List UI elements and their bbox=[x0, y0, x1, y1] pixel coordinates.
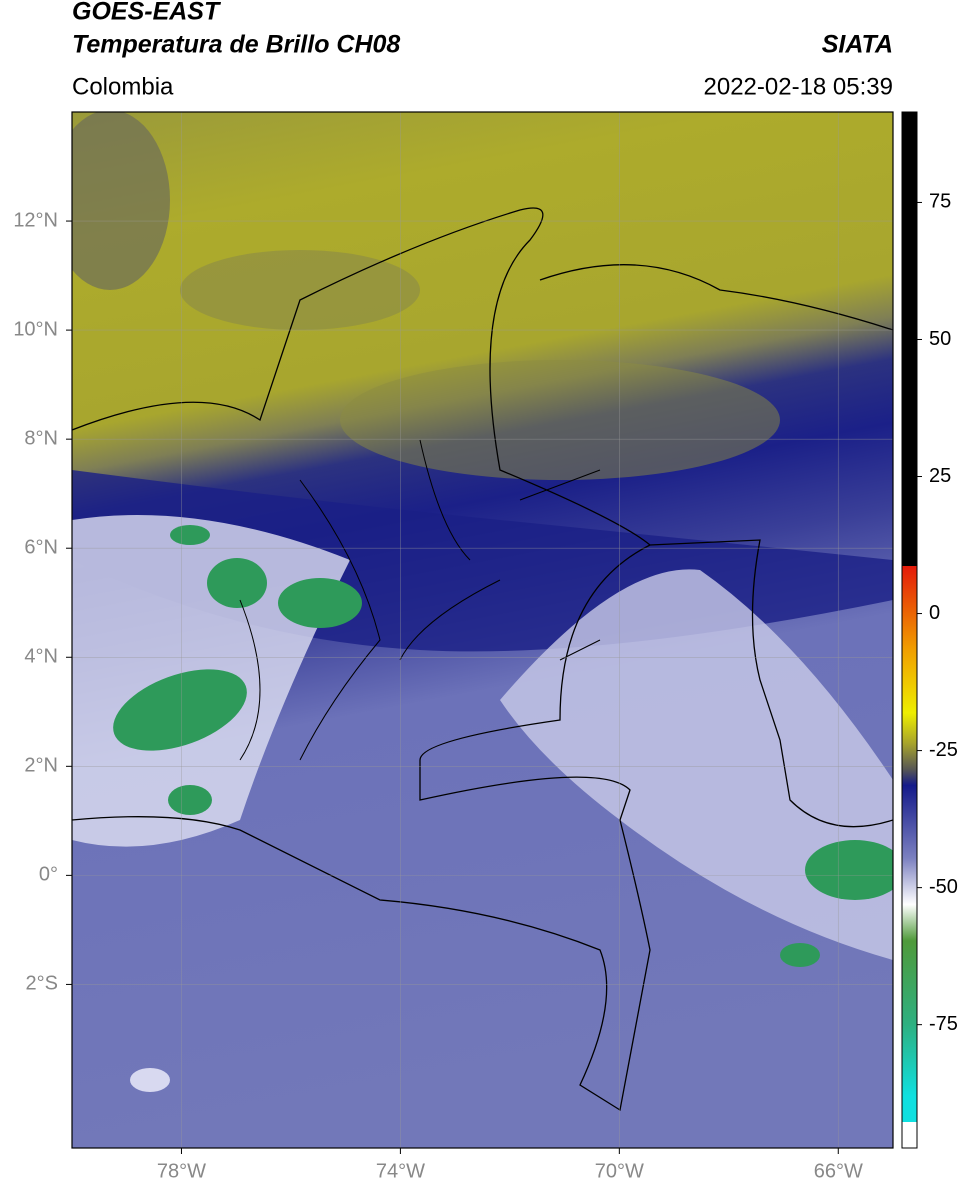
satellite-image bbox=[72, 112, 893, 1148]
colorbar-tick-label: 50 bbox=[929, 328, 951, 350]
lat-tick-label: 2°S bbox=[26, 973, 58, 995]
colorbar-tick-label: -75 bbox=[929, 1013, 958, 1035]
map-frame bbox=[71, 111, 894, 1149]
colorbar-tick-label: 75 bbox=[929, 191, 951, 213]
datetime: 2022-02-18 05:39 bbox=[704, 73, 894, 100]
lat-tick-label: 4°N bbox=[24, 646, 58, 668]
colorbar-tick-label: 0 bbox=[929, 602, 940, 624]
colorbar-tick-label: -25 bbox=[929, 739, 958, 761]
lat-tick-label: 2°N bbox=[24, 755, 58, 777]
colorbar-tick-label: -50 bbox=[929, 876, 958, 898]
lat-tick-label: 8°N bbox=[24, 427, 58, 449]
region: Colombia bbox=[72, 73, 174, 100]
lat-tick-label: 6°N bbox=[24, 536, 58, 558]
lon-tick-label: 74°W bbox=[376, 1160, 425, 1182]
lon-tick-label: 66°W bbox=[814, 1160, 863, 1182]
source: SIATA bbox=[822, 31, 893, 59]
colorbar-tick-label: 25 bbox=[929, 465, 951, 487]
title: GOES-EAST bbox=[72, 0, 222, 26]
lon-tick-label: 70°W bbox=[595, 1160, 644, 1182]
lon-tick-label: 78°W bbox=[157, 1160, 206, 1182]
subtitle: Temperatura de Brillo CH08 bbox=[72, 31, 400, 59]
lat-tick-label: 10°N bbox=[13, 318, 58, 340]
lat-tick-label: 0° bbox=[39, 864, 58, 886]
lat-tick-label: 12°N bbox=[13, 209, 58, 231]
colorbar bbox=[901, 111, 918, 1149]
